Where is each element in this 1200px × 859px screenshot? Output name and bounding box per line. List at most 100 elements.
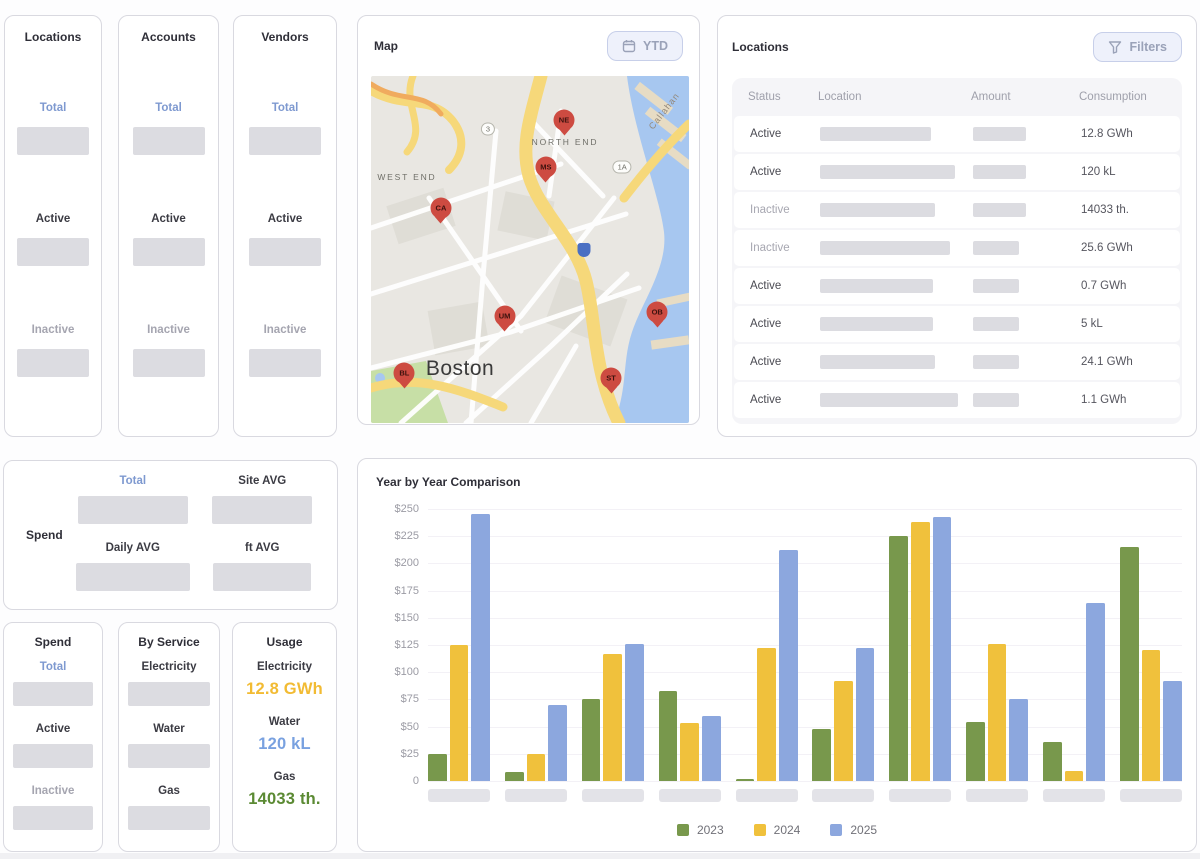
bar-group [966, 643, 1029, 781]
redacted-value-placeholder [12, 806, 94, 830]
amount-redacted [973, 317, 1019, 331]
row-consumption: 5 kL [1081, 318, 1103, 330]
water-label: Water [153, 723, 185, 735]
map-marker-ob[interactable]: OB [646, 301, 668, 323]
bar-2025 [625, 643, 644, 781]
location-redacted [820, 279, 933, 293]
electricity-label: Electricity [141, 661, 197, 673]
bar-2024 [910, 522, 930, 781]
total-label: Total [155, 102, 182, 114]
map-marker-bl[interactable]: BL [393, 362, 415, 384]
table-row[interactable]: Active 120 kL [734, 154, 1180, 190]
map-marker-st[interactable]: ST [600, 367, 622, 389]
interstate-shield-icon [577, 242, 591, 257]
bar-2025 [932, 516, 952, 781]
legend-label: 2024 [773, 823, 801, 837]
y-axis: 0 $25 $50 $75 $100 $125 $150 $175 $200 $225 $250 [362, 503, 419, 787]
inactive-label: Inactive [147, 324, 190, 336]
legend-item-2025[interactable]: 2025 [830, 823, 877, 837]
y-axis-tick: $75 [400, 693, 419, 706]
location-redacted [820, 393, 958, 407]
bar-group [504, 704, 567, 781]
y-axis-tick: $200 [394, 557, 419, 570]
card-title: Vendors [261, 30, 309, 44]
bar-2025 [1086, 602, 1106, 781]
legend-item-2023[interactable]: 2023 [676, 823, 724, 837]
table-row[interactable]: Active 24.1 GWh [734, 344, 1180, 380]
map[interactable]: NORTH END WEST END Boston Callahan 3 1A … [371, 76, 689, 423]
row-status: Inactive [750, 242, 790, 254]
total-label: Total [39, 661, 67, 673]
y-axis-tick: $25 [400, 747, 419, 760]
bar-2023 [658, 690, 678, 781]
bar-2023 [581, 699, 601, 781]
location-redacted [820, 127, 931, 141]
spend-summary-card: Spend Total Site AVG Daily AVG ft AVG [3, 460, 338, 610]
accounts-stat-card: Accounts Total Active Inactive [118, 15, 219, 437]
bar-2025 [548, 704, 567, 781]
bar-group [812, 648, 875, 781]
chart-title: Year by Year Comparison [376, 475, 521, 489]
x-axis-label-placeholder [428, 789, 490, 802]
usage-card: Usage Electricity 12.8 GWh Water 120 kL Ga… [232, 622, 337, 852]
y-axis-tick: $250 [394, 503, 419, 515]
redacted-value-placeholder [213, 563, 312, 591]
gridline [428, 781, 1182, 782]
table-header-row: Status Location Amount Consumption [732, 78, 1182, 116]
bar-2023 [735, 778, 755, 781]
table-row[interactable]: Active 0.7 GWh [734, 268, 1180, 304]
bar-2024 [449, 645, 469, 781]
row-consumption: 1.1 GWh [1081, 394, 1127, 406]
map-marker-ms[interactable]: MS [535, 156, 557, 178]
gridline [428, 645, 1182, 646]
funnel-icon [1109, 41, 1122, 54]
route-badge: 1A [612, 160, 632, 174]
marker-label: NE [558, 115, 570, 125]
ft-avg-label: ft AVG [245, 542, 280, 554]
inactive-label: Inactive [263, 324, 307, 336]
bar-2024 [987, 643, 1007, 781]
map-marker-um[interactable]: UM [494, 305, 516, 327]
table-row[interactable]: Active 5 kL [734, 306, 1180, 342]
active-label: Active [267, 213, 303, 225]
active-label: Active [151, 213, 186, 225]
locations-table: Status Location Amount Consumption Activ… [732, 78, 1182, 424]
gas-usage-value: 14033 th. [248, 790, 321, 808]
active-label: Active [35, 213, 71, 225]
bar-groups [428, 509, 1182, 781]
filters-button[interactable]: Filters [1093, 32, 1182, 62]
bar-2024 [680, 723, 699, 781]
chart-legend: 2023 2024 2025 [358, 823, 1196, 837]
x-axis-label-placeholder [1043, 789, 1105, 802]
marker-label: CA [435, 203, 447, 213]
y-axis-tick: $225 [394, 530, 419, 543]
legend-swatch [676, 824, 689, 836]
y-axis-tick: $175 [394, 584, 419, 597]
redacted-value-placeholder [128, 744, 210, 768]
bar-2024 [834, 680, 853, 781]
ytd-period-button[interactable]: YTD [607, 31, 683, 61]
redacted-value-placeholder [75, 563, 190, 591]
table-row[interactable]: Active 1.1 GWh [734, 382, 1180, 418]
redacted-value-placeholder [12, 744, 94, 768]
redacted-value-placeholder [132, 238, 205, 266]
bar-group [581, 643, 644, 781]
location-redacted [820, 317, 933, 331]
marker-label: MS [540, 162, 552, 172]
card-title: By Service [138, 635, 200, 649]
bar-2024 [603, 653, 623, 781]
map-title: Map [374, 39, 398, 53]
inactive-label: Inactive [31, 785, 75, 797]
table-row[interactable]: Inactive 14033 th. [734, 192, 1180, 228]
table-row[interactable]: Inactive 25.6 GWh [734, 230, 1180, 266]
bar-2025 [778, 550, 798, 781]
bar-2025 [701, 715, 721, 781]
table-row[interactable]: Active 12.8 GWh [734, 116, 1180, 152]
map-marker-ca[interactable]: CA [430, 197, 452, 219]
gas-label: Gas [158, 785, 180, 797]
site-avg-label: Site AVG [238, 475, 287, 487]
legend-item-2024[interactable]: 2024 [753, 823, 801, 837]
gridline [428, 672, 1182, 674]
map-marker-ne[interactable]: NE [553, 109, 575, 131]
y-axis-tick: 0 [412, 775, 419, 787]
